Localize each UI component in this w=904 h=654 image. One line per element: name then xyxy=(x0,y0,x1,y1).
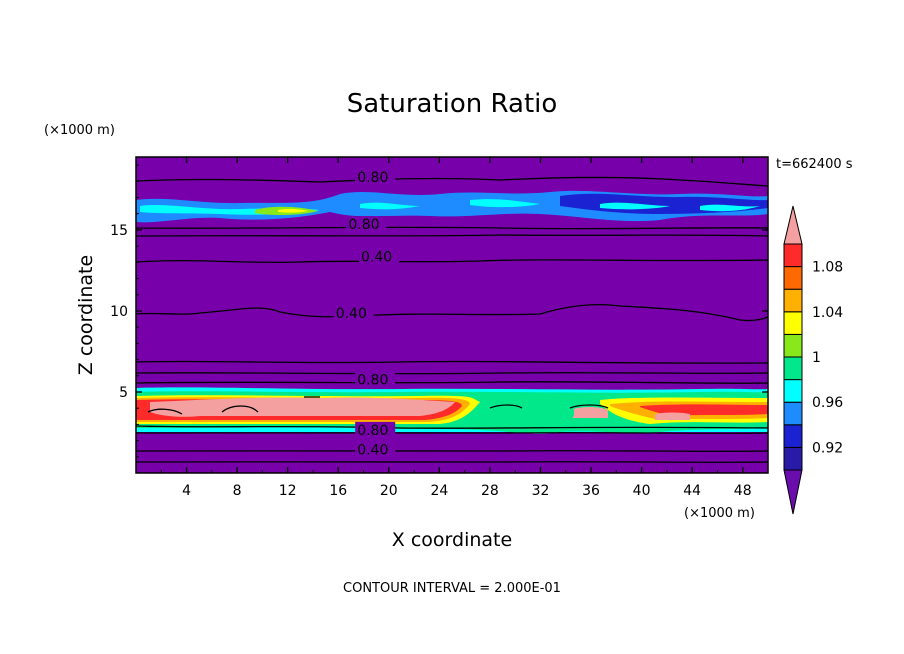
y-unit-label: (×1000 m) xyxy=(44,123,115,138)
colorbar-segment xyxy=(783,379,803,403)
contour-labels: 0.80 0.80 0.40 0.40 0.80 0.80 0.40 xyxy=(333,169,399,458)
x-tick-label: 40 xyxy=(633,483,651,499)
time-label: t=662400 s xyxy=(776,157,853,172)
contour-label-bg xyxy=(358,248,399,263)
colorbar-segment xyxy=(783,311,803,335)
contour-label: 0.80 xyxy=(357,423,388,439)
contour-label-bg xyxy=(333,305,374,320)
x-tick-label: 32 xyxy=(532,483,550,499)
colorbar-over-triangle xyxy=(783,205,803,245)
y-tick-label: 10 xyxy=(110,304,128,320)
contour-label-bg xyxy=(355,169,396,184)
x-tick-label: 12 xyxy=(279,483,297,499)
contour-interval-footer: CONTOUR INTERVAL = 2.000E-01 xyxy=(343,581,561,596)
x-tick-label: 24 xyxy=(430,483,448,499)
x-tick-label: 20 xyxy=(380,483,398,499)
colorbar-tick-label: 0.96 xyxy=(812,395,843,411)
x-tick-label: 48 xyxy=(734,483,752,499)
colorbar-tick-label: 1.08 xyxy=(812,260,843,276)
contour-label: 0.40 xyxy=(357,442,388,458)
contour-label-bg xyxy=(355,421,396,436)
upper-layer-yellow xyxy=(278,208,308,213)
x-axis-label: X coordinate xyxy=(392,529,512,551)
plot-frame xyxy=(135,156,769,474)
colorbar-segment xyxy=(783,401,803,426)
colorbar-segment xyxy=(783,356,803,381)
colorbar-segment xyxy=(783,333,803,358)
lower-layer-green-patch xyxy=(485,398,575,430)
x-tick-label: 16 xyxy=(329,483,347,499)
y-axis-label: Z coordinate xyxy=(75,255,97,375)
contour-label: 0.80 xyxy=(357,170,388,186)
contour-lines xyxy=(136,176,768,463)
contour-label: 0.80 xyxy=(348,217,379,233)
contour-label: 0.40 xyxy=(336,306,367,322)
colorbar-segment xyxy=(783,243,803,268)
lower-layer-pink xyxy=(150,397,690,420)
x-tick-label: 4 xyxy=(182,483,191,499)
colorbar-segment xyxy=(783,288,803,313)
contour-label-bg xyxy=(355,441,396,456)
x-axis: 4 8 12 16 20 24 28 32 36 40 44 48 xyxy=(160,157,752,499)
colorbar-segment xyxy=(783,446,803,471)
x-tick-label: 28 xyxy=(481,483,499,499)
x-tick-label: 44 xyxy=(683,483,701,499)
contour-label: 0.80 xyxy=(357,373,388,389)
contour-label-bg xyxy=(355,371,396,386)
colorbar-under-triangle xyxy=(783,469,803,515)
colorbar-tick-label: 0.92 xyxy=(812,440,843,456)
x-tick-label: 36 xyxy=(582,483,600,499)
field-layers xyxy=(136,176,768,463)
y-tick-label: 15 xyxy=(110,223,128,239)
y-axis: 5 10 15 xyxy=(110,164,768,458)
y-tick-label: 5 xyxy=(119,385,128,401)
colorbar-tick-label: 1.04 xyxy=(812,305,843,321)
colorbar-segment xyxy=(783,266,803,290)
contour-label-bg xyxy=(346,216,387,231)
x-unit-label: (×1000 m) xyxy=(684,506,755,521)
contour-label: 0.40 xyxy=(361,249,392,265)
colorbar: 0.92 0.96 1 1.04 1.08 xyxy=(783,205,843,515)
chart-title: Saturation Ratio xyxy=(347,89,558,119)
colorbar-tick-label: 1 xyxy=(812,350,821,366)
colorbar-segment xyxy=(783,424,803,448)
x-tick-label: 8 xyxy=(233,483,242,499)
